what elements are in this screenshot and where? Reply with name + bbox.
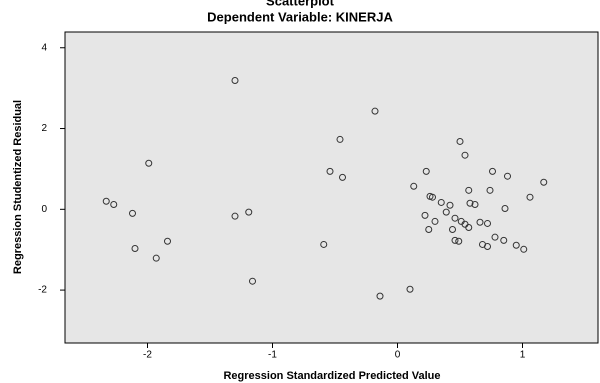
point — [336, 135, 344, 143]
point — [371, 107, 379, 115]
point — [540, 178, 548, 186]
point — [326, 167, 334, 175]
point — [422, 167, 430, 175]
chart-subtitle: Dependent Variable: KINERJA — [207, 9, 393, 24]
point — [486, 186, 494, 194]
point — [520, 245, 528, 253]
point — [446, 201, 454, 209]
point — [449, 226, 456, 234]
point — [102, 197, 110, 205]
point — [131, 244, 139, 252]
point — [164, 237, 171, 245]
x-tick-label: 1 — [520, 350, 526, 361]
point — [491, 233, 499, 241]
point — [437, 198, 445, 206]
point — [501, 205, 509, 213]
point — [500, 236, 508, 244]
point — [145, 159, 153, 167]
point — [339, 173, 346, 181]
x-tick-label: -1 — [268, 350, 277, 361]
point — [152, 254, 160, 262]
point — [129, 209, 136, 217]
point — [526, 193, 534, 201]
point — [504, 172, 511, 180]
point — [429, 193, 436, 201]
point — [484, 242, 491, 250]
y-tick-label: 0 — [41, 204, 47, 215]
point — [451, 236, 459, 244]
x-axis-label: Regression Standardized Predicted Value — [223, 370, 440, 382]
point — [489, 167, 496, 175]
point — [476, 218, 484, 226]
y-axis-label: Regression Studentized Residual — [12, 100, 24, 274]
y-tick-label: 2 — [41, 123, 47, 134]
point — [431, 217, 439, 225]
point — [376, 292, 384, 300]
point — [245, 208, 253, 216]
point — [425, 226, 433, 234]
x-tick-label: -2 — [143, 350, 152, 361]
point — [461, 151, 469, 159]
point — [455, 237, 463, 245]
point — [421, 211, 429, 219]
x-tick-label: 0 — [395, 350, 401, 361]
point — [231, 76, 239, 84]
point — [110, 200, 118, 208]
point — [465, 223, 473, 231]
plot-area — [64, 31, 599, 344]
y-tick-label: -2 — [38, 285, 47, 296]
point — [512, 241, 520, 249]
point — [456, 137, 464, 145]
point — [451, 214, 459, 222]
point — [231, 212, 239, 220]
chart-title: Scatterplot — [266, 0, 335, 8]
point — [471, 200, 479, 208]
point — [466, 199, 474, 207]
point — [320, 240, 328, 248]
point — [465, 186, 473, 194]
point — [484, 219, 491, 227]
point — [249, 277, 256, 285]
point — [442, 208, 450, 216]
point — [410, 182, 418, 190]
point — [406, 285, 414, 293]
y-tick-label: 4 — [41, 42, 47, 53]
